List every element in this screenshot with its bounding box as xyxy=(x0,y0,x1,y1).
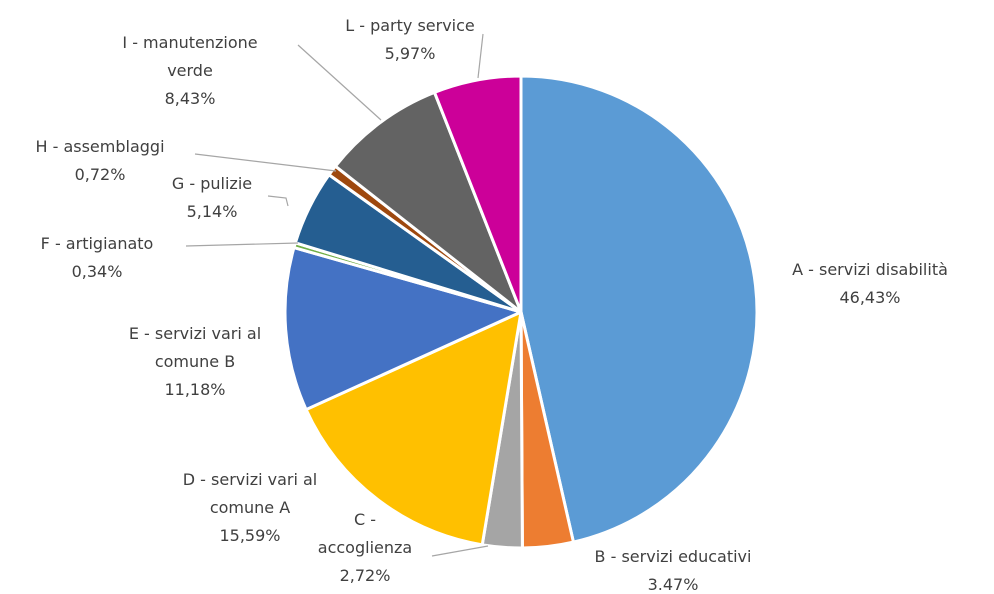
pie-slice xyxy=(304,310,523,547)
category-label: H - assemblaggi xyxy=(35,137,165,156)
pie-slice xyxy=(283,246,523,412)
value-label: 0,72% xyxy=(74,165,126,184)
category-label: D - servizi vari al comune A xyxy=(182,470,318,517)
category-label: E - servizi vari al comune B xyxy=(128,324,262,371)
value-label: 3.47% xyxy=(647,575,699,594)
value-label: 46,43% xyxy=(839,288,901,307)
value-label: 5,97% xyxy=(384,44,436,63)
leader-line xyxy=(185,242,299,247)
category-label: G - pulizie xyxy=(171,174,253,193)
value-label: 8,43% xyxy=(164,89,216,108)
slice-label: D - servizi vari al comune A 15,59% xyxy=(150,466,350,550)
slice-label: C - accoglienza 2,72% xyxy=(310,506,420,590)
category-label: A - servizi disabilità xyxy=(792,260,948,279)
slice-label: H - assemblaggi 0,72% xyxy=(0,133,230,189)
value-label: 5,14% xyxy=(186,202,238,221)
value-label: 2,72% xyxy=(339,566,391,585)
pie-slice xyxy=(433,74,523,314)
value-label: 0,34% xyxy=(71,262,123,281)
leader-line xyxy=(431,545,489,557)
leader-line xyxy=(297,44,382,121)
category-label: B - servizi educativi xyxy=(594,547,752,566)
category-label: F - artigianato xyxy=(40,234,154,253)
category-label: L - party service xyxy=(345,16,475,35)
value-label: 11,18% xyxy=(164,380,226,399)
leader-line xyxy=(267,195,289,207)
pie-slice xyxy=(333,90,523,314)
leader-line xyxy=(194,153,337,172)
slice-label: L - party service 5,97% xyxy=(280,12,540,68)
slice-label: F - artigianato 0,34% xyxy=(0,230,227,286)
slice-label: G - pulizie 5,14% xyxy=(82,170,342,226)
slice-label: I - manutenzione verde 8,43% xyxy=(103,29,278,113)
value-label: 15,59% xyxy=(219,526,281,545)
slice-label: B - servizi educativi 3.47% xyxy=(543,543,803,594)
leader-line xyxy=(477,33,484,79)
pie-slice xyxy=(519,74,759,544)
category-label: I - manutenzione verde xyxy=(122,33,258,80)
slice-label: A - servizi disabilità 46,43% xyxy=(740,256,994,312)
category-label: C - accoglienza xyxy=(317,510,413,557)
slice-label: E - servizi vari al comune B 11,18% xyxy=(100,320,290,404)
